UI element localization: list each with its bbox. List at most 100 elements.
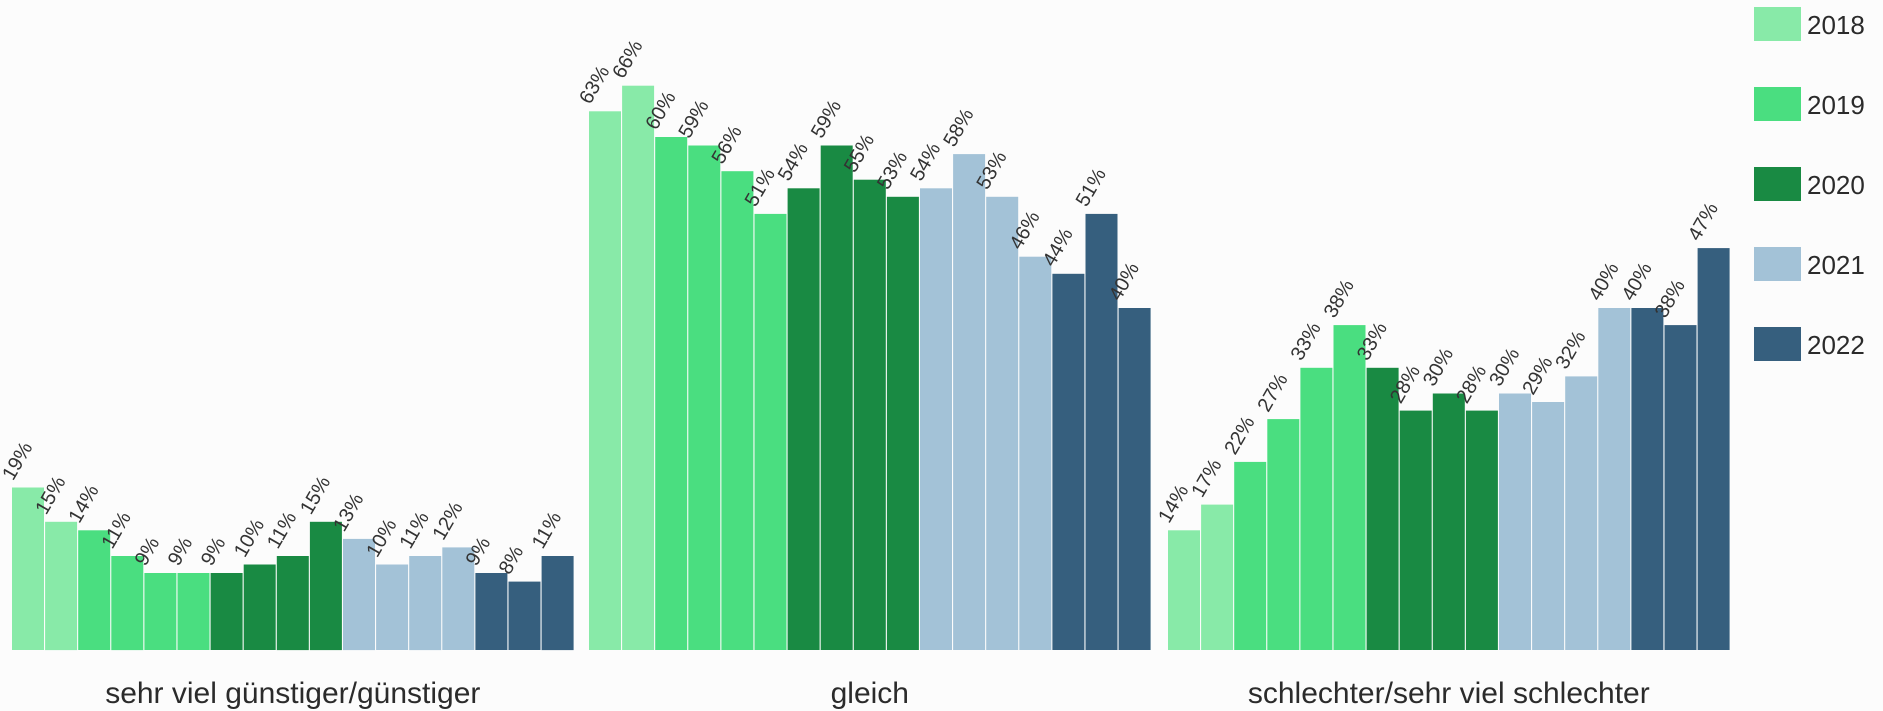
value-label: 11%	[528, 508, 566, 553]
bar-1-11	[343, 538, 375, 651]
bar-3-14	[1598, 308, 1631, 650]
value-label: 47%	[1684, 199, 1723, 245]
value-label: 54%	[906, 139, 945, 185]
category-label: schlechter/sehr viel schlechter	[1248, 677, 1650, 710]
bar-2-15	[1052, 273, 1085, 650]
legend-swatch-2019	[1754, 87, 1801, 121]
value-label: 59%	[807, 96, 846, 142]
value-label: 9%	[164, 533, 198, 569]
bar-2-6	[754, 213, 787, 650]
bar-3-9	[1432, 393, 1465, 650]
value-label: 10%	[230, 515, 269, 561]
bar-1-4	[111, 556, 144, 651]
value-label: 44%	[1039, 224, 1078, 270]
bar-1-10	[309, 521, 342, 651]
bar-3-3	[1234, 461, 1267, 650]
value-label: 32%	[1551, 327, 1590, 373]
value-label: 30%	[1419, 344, 1458, 390]
bar-2-2	[622, 85, 655, 650]
bar-3-10	[1465, 410, 1498, 650]
bar-1-1	[12, 487, 44, 650]
value-label: 58%	[939, 105, 978, 151]
category-label: gleich	[831, 677, 909, 710]
bar-1-7	[210, 573, 243, 650]
value-label: 27%	[1254, 370, 1293, 416]
bar-1-6	[177, 573, 210, 650]
value-label: 12%	[429, 498, 468, 544]
legend-swatch-2022	[1754, 327, 1801, 361]
value-label: 10%	[362, 515, 401, 561]
bar-2-14	[1019, 256, 1052, 650]
bar-1-2	[45, 521, 78, 651]
bar-3-13	[1565, 376, 1598, 650]
value-label: 11%	[395, 508, 433, 553]
legend-label-2022: 2022	[1807, 330, 1865, 360]
value-label: 14%	[64, 481, 103, 527]
bar-2-4	[688, 145, 721, 650]
category-labels-layer: sehr viel günstiger/günstiger gleich schle…	[105, 677, 1650, 710]
value-label: 56%	[708, 122, 747, 168]
value-label: 28%	[1452, 361, 1491, 407]
bar-3-5	[1300, 367, 1333, 650]
value-label: 38%	[1651, 276, 1690, 322]
bar-1-5	[144, 573, 177, 650]
bar-1-8	[243, 564, 276, 650]
legend-swatch-2018	[1754, 7, 1801, 41]
value-label: 29%	[1518, 353, 1557, 399]
bar-2-13	[986, 196, 1019, 651]
legend-label-2020: 2020	[1807, 170, 1865, 200]
value-label: 19%	[0, 438, 37, 484]
bar-1-3	[78, 530, 111, 650]
bar-1-17	[541, 556, 574, 651]
value-label: 59%	[675, 96, 714, 142]
bar-3-8	[1399, 410, 1432, 650]
bar-2-10	[886, 196, 919, 651]
bar-1-9	[276, 556, 309, 651]
bar-2-7	[787, 188, 820, 651]
value-label: 66%	[608, 36, 647, 82]
bar-3-1	[1168, 530, 1200, 650]
bar-2-17	[1118, 308, 1151, 650]
bar-3-15	[1631, 308, 1664, 650]
value-label: 11%	[263, 508, 301, 553]
bar-2-12	[953, 154, 986, 650]
value-label: 30%	[1485, 344, 1524, 390]
legend-label-2018: 2018	[1807, 10, 1865, 40]
value-label: 15%	[31, 472, 70, 518]
legend: 2018 2019 2020 2021 2022	[1754, 7, 1865, 361]
value-label: 54%	[774, 139, 813, 185]
bar-1-13	[409, 556, 442, 651]
value-label: 63%	[575, 62, 614, 108]
bar-3-16	[1664, 325, 1697, 650]
bar-2-16	[1085, 213, 1118, 650]
bar-3-4	[1267, 419, 1300, 650]
bar-3-17	[1697, 248, 1730, 650]
value-label: 15%	[296, 472, 335, 518]
value-label: 22%	[1220, 413, 1259, 459]
bar-2-5	[721, 171, 754, 650]
bar-3-11	[1499, 393, 1531, 650]
bar-2-3	[655, 137, 688, 650]
bar-3-12	[1532, 402, 1565, 650]
legend-label-2019: 2019	[1807, 90, 1865, 120]
value-label: 38%	[1320, 276, 1359, 322]
legend-swatch-2020	[1754, 167, 1801, 201]
legend-label-2021: 2021	[1807, 250, 1865, 280]
value-label: 51%	[1072, 165, 1111, 211]
value-label: 40%	[1585, 259, 1624, 305]
value-label: 8%	[495, 542, 529, 578]
value-label: 53%	[873, 147, 912, 193]
bar-3-6	[1333, 325, 1366, 650]
legend-swatch-2021	[1754, 247, 1801, 281]
bar-3-2	[1201, 504, 1234, 650]
bar-3-7	[1366, 367, 1399, 650]
bar-2-1	[589, 111, 621, 651]
bars-layer	[12, 85, 1730, 651]
category-label: sehr viel günstiger/günstiger	[105, 677, 480, 710]
value-label: 11%	[98, 508, 136, 553]
bar-2-8	[820, 145, 853, 650]
value-label: 33%	[1287, 318, 1326, 364]
bar-1-15	[475, 573, 508, 650]
